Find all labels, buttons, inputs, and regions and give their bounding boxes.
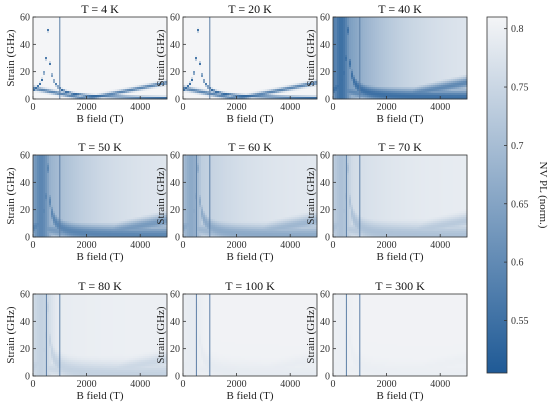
panel-1: T = 4 K 0 2000 4000 0 20 40 60 B field (T) Strain… bbox=[5, 2, 167, 125]
x-tick-label: 0 bbox=[31, 102, 36, 113]
y-tick-label: 40 bbox=[20, 40, 30, 51]
panel-title: T = 4 K bbox=[81, 2, 119, 16]
x-axis-label: B field (T) bbox=[76, 113, 123, 125]
panel-grid: T = 4 K 0 2000 4000 0 20 40 60 B field (T) Strain… bbox=[5, 2, 467, 402]
panel-2: T = 20 K0 2000 40000204060B field (T)Strai… bbox=[155, 2, 317, 125]
y-tick-label: 20 bbox=[20, 67, 30, 78]
y-tick-label: 60 bbox=[20, 13, 30, 24]
y-axis-label: Strain (GHz) bbox=[5, 29, 17, 86]
heatmap bbox=[33, 17, 167, 99]
y-tick-label: 0 bbox=[25, 95, 30, 106]
x-tick-label: 4000 bbox=[130, 102, 150, 113]
heatmap bbox=[183, 17, 317, 99]
x-tick-label: 2000 bbox=[77, 102, 97, 113]
